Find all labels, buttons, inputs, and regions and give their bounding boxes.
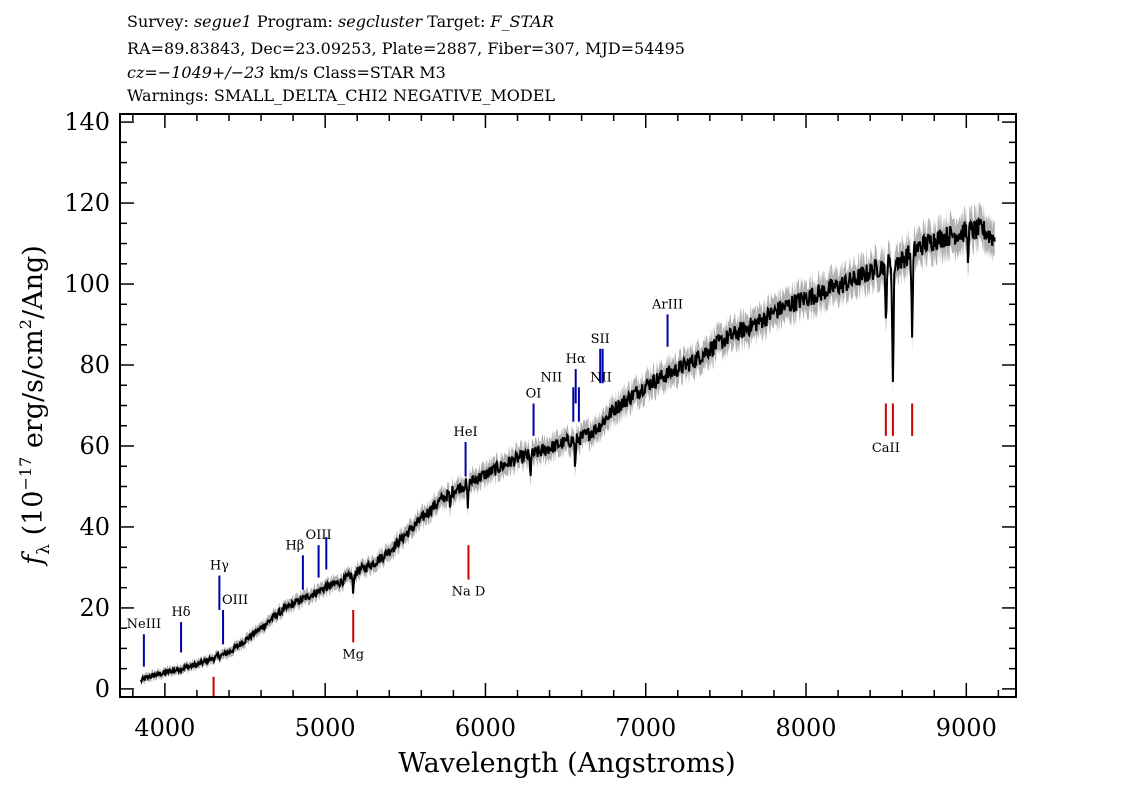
header-segment: segue1	[194, 12, 252, 31]
x-tick-label: 9000	[936, 714, 997, 742]
header-segment: F_STAR	[489, 12, 553, 31]
y-tick-label: 40	[79, 513, 110, 541]
line-marker-label: NII	[540, 370, 562, 385]
header-segment: cz=−1049+/−23	[127, 63, 264, 82]
x-axis-label: Wavelength (Angstroms)	[398, 748, 735, 779]
plot-frame	[119, 113, 1017, 698]
y-label-unit: (10	[18, 491, 49, 544]
y-label-sub: λ	[34, 544, 54, 555]
line-marker-label: Na D	[452, 585, 486, 600]
plot-area	[139, 202, 996, 686]
y-tick-label: 120	[64, 189, 110, 217]
line-marker-label: Hβ	[285, 538, 304, 553]
x-tick-label: 4000	[134, 714, 195, 742]
y-tick-label: 0	[95, 675, 110, 703]
line-marker-label: Hα	[566, 352, 586, 367]
line-marker-label: HeI	[453, 425, 477, 440]
line-marker-label: OIII	[222, 593, 248, 608]
header-segment: Survey:	[127, 12, 194, 31]
header-segment: km/s Class=STAR M3	[264, 63, 445, 82]
flux-line	[139, 217, 996, 685]
x-tick-label: 6000	[455, 714, 516, 742]
header-segment: Target:	[422, 12, 490, 31]
line-marker-label: ArIII	[651, 297, 683, 312]
x-tick-label: 8000	[775, 714, 836, 742]
line-marker-label: Hγ	[210, 559, 229, 574]
y-axis-label: fλ (10−17 erg/s/cm2/Ang)	[16, 245, 54, 567]
line-marker-label: CaII	[872, 441, 900, 456]
y-tick-label: 140	[64, 108, 110, 136]
y-label-exp: −17	[16, 457, 35, 491]
y-tick-label: 20	[79, 594, 110, 622]
line-markers: NeIIIHδHγOIIIHβOIIIHeIOINIIHαNIISIIArIII…	[127, 297, 914, 697]
header-line-2: RA=89.83843, Dec=23.09253, Plate=2887, F…	[127, 39, 685, 58]
line-marker-label: SII	[591, 332, 610, 347]
y-label-unit-2: erg/s/cm	[18, 329, 49, 457]
x-tick-label: 5000	[295, 714, 356, 742]
header-segment: Program:	[252, 12, 338, 31]
header-segment: segcluster	[338, 12, 423, 31]
line-marker-label: Mg	[342, 647, 364, 662]
header-line-3: cz=−1049+/−23 km/s Class=STAR M3	[127, 63, 446, 82]
line-marker-label: OI	[526, 386, 542, 401]
header-line-1: Survey: segue1 Program: segcluster Targe…	[127, 12, 554, 31]
line-marker-label: Hδ	[171, 605, 190, 620]
y-label-unit-3: /Ang)	[18, 245, 49, 319]
header-line-4: Warnings: SMALL_DELTA_CHI2 NEGATIVE_MODE…	[127, 86, 555, 105]
y-tick-label: 60	[79, 432, 110, 460]
y-tick-label: 80	[79, 351, 110, 379]
line-marker-label: NeIII	[127, 617, 161, 632]
axis-ticks: 4000 5000 6000 7000 8000 9000 0 20 40 60 80 100 120 1…	[64, 108, 1016, 742]
y-tick-label: 100	[64, 270, 110, 298]
y-label-exp-2: 2	[16, 319, 35, 329]
line-marker-label: OIII	[306, 528, 332, 543]
x-tick-label: 7000	[615, 714, 676, 742]
